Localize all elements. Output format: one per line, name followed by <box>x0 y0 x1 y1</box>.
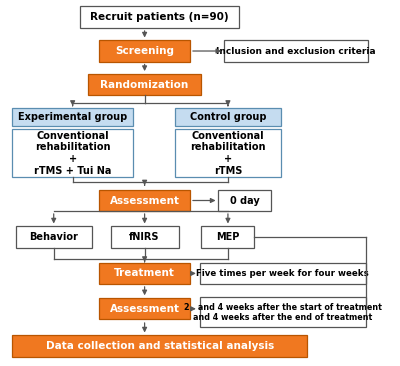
Text: Assessment: Assessment <box>110 195 180 205</box>
FancyBboxPatch shape <box>80 6 239 28</box>
FancyBboxPatch shape <box>88 74 202 95</box>
FancyBboxPatch shape <box>99 190 190 211</box>
Text: Experimental group: Experimental group <box>18 112 127 122</box>
Text: Five times per week for four weeks: Five times per week for four weeks <box>196 269 369 278</box>
FancyBboxPatch shape <box>12 335 308 357</box>
FancyBboxPatch shape <box>224 40 368 61</box>
Text: 0 day: 0 day <box>230 195 260 205</box>
FancyBboxPatch shape <box>16 227 92 247</box>
Text: Assessment: Assessment <box>110 304 180 314</box>
FancyBboxPatch shape <box>175 130 281 177</box>
Text: Conventional
rehabilitation
+
rTMS: Conventional rehabilitation + rTMS <box>190 131 266 176</box>
Text: MEP: MEP <box>216 232 240 242</box>
Text: Screening: Screening <box>115 46 174 56</box>
FancyBboxPatch shape <box>110 227 179 247</box>
FancyBboxPatch shape <box>200 263 366 284</box>
Text: 2   and 4 weeks after the start of treatment
and 4 weeks after the end of treatm: 2 and 4 weeks after the start of treatme… <box>184 303 382 322</box>
FancyBboxPatch shape <box>200 298 366 327</box>
Text: Recruit patients (n=90): Recruit patients (n=90) <box>90 12 229 22</box>
FancyBboxPatch shape <box>175 108 281 127</box>
Text: Data collection and statistical analysis: Data collection and statistical analysis <box>46 341 274 351</box>
FancyBboxPatch shape <box>99 40 190 61</box>
Text: Conventional
rehabilitation
+
rTMS + Tui Na: Conventional rehabilitation + rTMS + Tui… <box>34 131 111 176</box>
Text: Randomization: Randomization <box>100 79 189 90</box>
FancyBboxPatch shape <box>202 227 254 247</box>
Text: Inclusion and exclusion criteria: Inclusion and exclusion criteria <box>216 46 376 56</box>
FancyBboxPatch shape <box>12 130 133 177</box>
Text: Control group: Control group <box>190 112 266 122</box>
Text: Behavior: Behavior <box>29 232 78 242</box>
Text: Treatment: Treatment <box>114 268 175 279</box>
FancyBboxPatch shape <box>12 108 133 127</box>
FancyBboxPatch shape <box>218 190 272 211</box>
FancyBboxPatch shape <box>99 263 190 284</box>
FancyBboxPatch shape <box>99 298 190 320</box>
Text: fNIRS: fNIRS <box>129 232 160 242</box>
